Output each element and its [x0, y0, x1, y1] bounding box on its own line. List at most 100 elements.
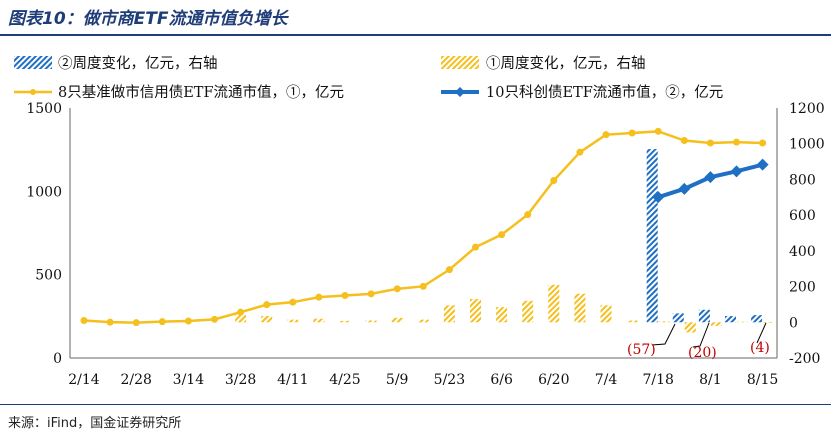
x-axis: 2/14 2/28 3/14 3/28 4/11 4/25 5/9 5/23 6/6 6/20 7/… — [68, 357, 778, 388]
point-s1 — [576, 148, 584, 156]
source-note: 来源：iFind，国金证券研究所 — [8, 416, 182, 431]
point-s1 — [80, 317, 88, 324]
point-s1 — [445, 266, 453, 274]
point-s1 — [654, 127, 662, 135]
bar-s2-change — [672, 313, 684, 323]
right-tick-label: 800 — [789, 172, 816, 188]
bar-s1-change — [658, 321, 670, 323]
bar-s1-change — [522, 300, 534, 323]
legend-swatch-s2-bar — [14, 56, 52, 69]
point-s1 — [263, 301, 271, 309]
x-tick-label: 4/11 — [277, 372, 308, 388]
x-tick-label: 2/14 — [68, 372, 100, 388]
bar-s1-change — [470, 299, 481, 323]
left-tick-label: 500 — [35, 268, 62, 284]
footer-rule — [0, 404, 831, 405]
legend-label-s1-line: 8只基准做市信用债ETF流通市值，①，亿元 — [58, 84, 344, 101]
point-s1 — [498, 231, 506, 239]
right-tick-label: 0 — [789, 315, 798, 331]
legend-swatch-s1-bar — [441, 56, 479, 69]
bar-s1-change — [339, 320, 351, 323]
bar-s1-change — [548, 284, 560, 323]
bar-s1-change — [287, 319, 299, 323]
point-s1 — [237, 308, 245, 316]
left-tick-label: 0 — [53, 351, 62, 367]
legend-marker-s1-line — [30, 89, 36, 95]
point-s1 — [602, 131, 610, 139]
legend: ②周度变化，亿元，右轴 ①周度变化，亿元，右轴 8只基准做市信用债ETF流通市值… — [14, 55, 723, 101]
bar-s1-change — [737, 321, 748, 323]
point-s1 — [315, 293, 323, 301]
legend-marker-s2-line — [455, 87, 465, 97]
left-tick-label: 1500 — [26, 101, 62, 117]
x-tick-label: 4/25 — [329, 372, 360, 388]
point-s1 — [472, 243, 479, 251]
right-tick-label: 1000 — [789, 137, 825, 153]
point-s1 — [106, 318, 114, 326]
right-tick-label: 200 — [789, 280, 816, 296]
x-tick-label: 3/14 — [173, 372, 205, 388]
point-s1 — [524, 211, 532, 219]
point-s2 — [652, 191, 665, 204]
point-s1 — [419, 282, 427, 290]
point-s1 — [733, 138, 740, 146]
bar-s1-change — [496, 307, 508, 323]
x-tick-label: 5/9 — [386, 372, 409, 388]
bar-s1-change — [574, 293, 586, 323]
bar-s1-change — [313, 318, 325, 323]
point-s1 — [367, 290, 375, 298]
point-s2 — [756, 158, 769, 171]
legend-label-s1-bar: ①周度变化，亿元，右轴 — [486, 55, 646, 72]
bar-s1-change — [235, 315, 247, 323]
x-tick-label: 7/4 — [595, 372, 618, 388]
bar-s1-change — [417, 319, 429, 323]
line-s1-market-value — [83, 130, 763, 324]
point-s1 — [706, 139, 714, 147]
x-tick-label: 7/18 — [642, 372, 673, 388]
left-y-axis: 0 500 1000 1500 — [26, 101, 71, 367]
bar-s1-change — [763, 322, 775, 323]
x-tick-label: 2/28 — [120, 372, 151, 388]
point-s1 — [289, 298, 297, 306]
point-s2 — [730, 165, 743, 178]
left-tick-label: 1000 — [26, 184, 62, 200]
point-s2 — [704, 171, 717, 184]
x-tick-label: 8/1 — [699, 372, 722, 388]
right-tick-label: 600 — [789, 208, 816, 224]
point-s1 — [393, 285, 401, 293]
point-s1 — [759, 139, 767, 147]
point-s1 — [158, 318, 166, 326]
bar-s2-change — [751, 315, 763, 323]
x-tick-label: 6/6 — [490, 372, 513, 388]
bar-s1-change — [626, 320, 638, 323]
annotation-20: (20) — [688, 345, 717, 361]
bar-s2-change — [646, 149, 658, 323]
bar-s1-change — [365, 320, 377, 323]
bar-s1-change — [684, 322, 696, 333]
point-s1 — [628, 129, 636, 137]
legend-label-s2-line: 10只科创债ETF流通市值，②，亿元 — [486, 84, 723, 101]
point-s1 — [132, 319, 140, 327]
x-tick-label: 5/23 — [434, 372, 465, 388]
right-tick-label: -200 — [789, 351, 820, 367]
point-s1 — [184, 317, 192, 325]
point-s1 — [680, 137, 688, 144]
point-s1 — [341, 292, 349, 299]
bar-s2-change — [725, 316, 736, 323]
point-s1 — [211, 315, 218, 323]
bar-s1-change — [710, 322, 722, 326]
bars-layer — [235, 149, 775, 333]
bar-s1-change — [261, 316, 273, 323]
right-y-axis: -200 0 200 400 600 800 1000 1200 — [776, 101, 825, 367]
annotation-57: (57) — [627, 342, 656, 358]
x-tick-label: 6/20 — [538, 372, 569, 388]
point-s2 — [678, 182, 691, 195]
point-s1 — [550, 177, 558, 184]
right-tick-label: 1200 — [789, 101, 825, 117]
bar-s1-change — [600, 305, 612, 323]
x-tick-label: 3/28 — [225, 372, 256, 388]
right-tick-label: 400 — [789, 244, 816, 260]
title-rule — [0, 34, 831, 36]
bar-s1-change — [391, 317, 403, 323]
